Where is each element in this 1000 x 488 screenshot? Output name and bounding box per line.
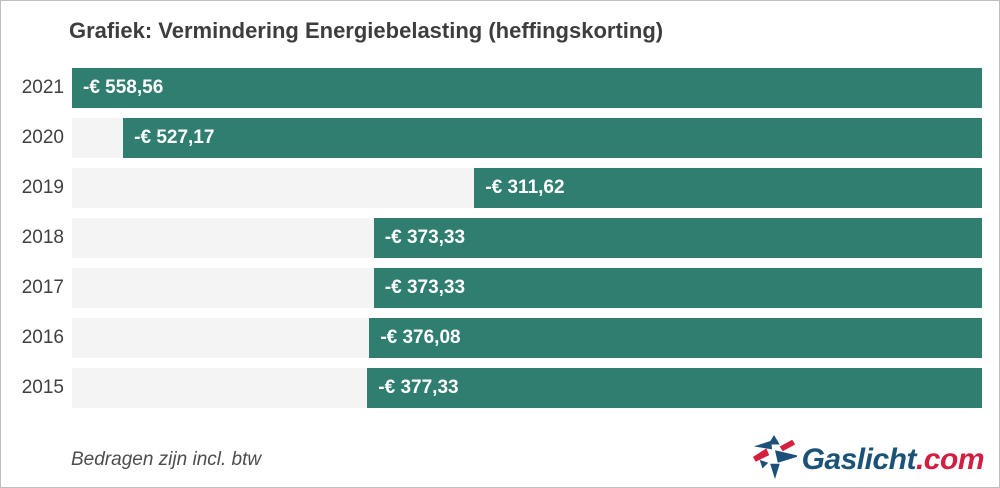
bar-track: -€ 373,33 xyxy=(72,268,982,308)
chart-row: 2020 -€ 527,17 xyxy=(1,118,999,158)
bar-chart: 2021 -€ 558,56 2020 -€ 527,17 2019 -€ 311,62 2… xyxy=(1,68,999,408)
bar-track: -€ 376,08 xyxy=(72,318,982,358)
year-label: 2018 xyxy=(21,227,64,248)
year-label: 2020 xyxy=(21,127,64,148)
bar-value-label: -€ 377,33 xyxy=(378,377,459,398)
chart-row: 2015 -€ 377,33 xyxy=(1,368,999,408)
chart-row: 2019 -€ 311,62 xyxy=(1,168,999,208)
bar-track: -€ 373,33 xyxy=(72,218,982,258)
chart-title: Grafiek: Vermindering Energiebelasting (… xyxy=(69,18,664,43)
chart-footer: Bedragen zijn incl. btw Gaslicht.com xyxy=(71,434,985,485)
bar-2016: -€ 376,08 xyxy=(369,318,982,358)
gaslicht-logo-icon xyxy=(751,434,800,485)
chart-row: 2018 -€ 373,33 xyxy=(1,218,999,258)
bar-value-label: -€ 376,08 xyxy=(380,327,461,348)
bar-value-label: -€ 373,33 xyxy=(384,277,466,298)
gaslicht-logo: Gaslicht.com xyxy=(751,434,985,485)
bar-2019: -€ 311,62 xyxy=(474,168,982,208)
bar-value-label: -€ 527,17 xyxy=(134,127,215,148)
bar-2015: -€ 377,33 xyxy=(367,368,982,408)
bar-value-label: -€ 373,33 xyxy=(384,227,466,248)
bar-track: -€ 558,56 xyxy=(72,68,982,108)
year-label: 2016 xyxy=(21,327,64,348)
bar-track: -€ 377,33 xyxy=(72,368,982,408)
chart-row: 2017 -€ 373,33 xyxy=(1,268,999,308)
bar-value-label: -€ 311,62 xyxy=(485,177,565,198)
gaslicht-logo-text: Gaslicht.com xyxy=(801,438,985,482)
bar-2018: -€ 373,33 xyxy=(373,218,982,258)
logo-text-main: Gaslicht xyxy=(801,442,917,476)
bar-2017: -€ 373,33 xyxy=(373,268,982,308)
bar-track: -€ 311,62 xyxy=(72,168,982,208)
year-label: 2015 xyxy=(21,377,64,398)
bar-2021: -€ 558,56 xyxy=(72,68,982,108)
chart-row: 2016 -€ 376,08 xyxy=(1,318,999,358)
bar-track: -€ 527,17 xyxy=(72,118,982,158)
year-label: 2021 xyxy=(21,77,64,98)
year-label: 2017 xyxy=(21,277,64,298)
logo-text-suffix: .com xyxy=(915,442,985,476)
footnote: Bedragen zijn incl. btw xyxy=(71,448,262,470)
chart-row: 2021 -€ 558,56 xyxy=(1,68,999,108)
bar-value-label: -€ 558,56 xyxy=(83,77,164,98)
bar-2020: -€ 527,17 xyxy=(123,118,982,158)
year-label: 2019 xyxy=(21,177,64,198)
